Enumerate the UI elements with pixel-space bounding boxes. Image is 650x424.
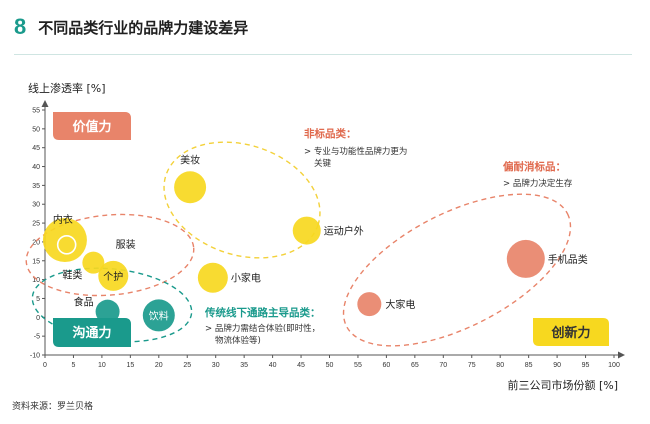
- y-tick-label: 25: [32, 221, 40, 228]
- annotation-offline-note: > 品牌力需结合体验(即时性， 物流体验等): [205, 323, 323, 346]
- x-tick-label: 45: [297, 362, 305, 369]
- point-label: 食品: [74, 296, 94, 309]
- annotation-durable-title: 偏耐消标品：: [503, 160, 566, 173]
- source-note: 资料来源：罗兰贝格: [12, 402, 94, 412]
- x-tick-label: 35: [240, 362, 248, 369]
- annotation-offline-note-line1: > 品牌力需结合体验(即时性，: [205, 323, 320, 334]
- x-tick-label: 95: [582, 362, 590, 369]
- group-ellipse-durable: [342, 193, 572, 347]
- tag-value-power-label: 价值力: [72, 119, 111, 135]
- annotation-offline-note-line2: 物流体验等): [215, 335, 261, 346]
- y-tick-label: -10: [30, 353, 40, 360]
- x-tick-label: 5: [71, 362, 75, 369]
- point-label: 服装: [116, 238, 136, 251]
- annotation-nonstandard-note-line1: > 专业与功能性品牌力更为: [304, 146, 407, 157]
- section-number: 8: [14, 14, 27, 39]
- y-tick-label: 50: [32, 126, 40, 133]
- y-axis-arrow: [41, 100, 49, 107]
- x-tick-label: 25: [183, 362, 191, 369]
- x-tick-label: 20: [155, 362, 163, 369]
- section-title: 不同品类行业的品牌力建设差异: [38, 18, 249, 37]
- y-tick-label: 15: [32, 258, 40, 265]
- x-tick-label: 30: [212, 362, 220, 369]
- point-label: 饮料: [149, 309, 169, 322]
- tag-value-power: 价值力: [53, 112, 131, 140]
- x-tick-label: 15: [126, 362, 134, 369]
- point-marker: [42, 218, 87, 263]
- point-marker: [174, 171, 207, 204]
- point-label: 手机品类: [548, 253, 588, 266]
- annotation-offline-title: 传统线下通路主导品类：: [204, 306, 321, 319]
- point-label: 美妆: [180, 153, 200, 166]
- x-tick-label: 75: [468, 362, 476, 369]
- x-tick-label: 65: [411, 362, 419, 369]
- y-tick-label: 10: [32, 277, 40, 284]
- x-tick-label: 10: [98, 362, 106, 369]
- y-axis-label: 线上渗透率 [%]: [28, 81, 106, 95]
- x-tick-label: 55: [354, 362, 362, 369]
- y-tick-label: 55: [32, 108, 40, 115]
- y-tick-label: 45: [32, 145, 40, 152]
- point-label: 小家电: [231, 272, 261, 285]
- header-divider: [14, 54, 632, 55]
- x-tick-label: 60: [383, 362, 391, 369]
- point-marker: [197, 262, 228, 293]
- x-axis-arrow: [618, 351, 625, 359]
- x-tick-label: 100: [608, 362, 620, 369]
- point-marker: [82, 251, 105, 274]
- x-tick-label: 50: [326, 362, 334, 369]
- point-label: 运动户外: [324, 225, 364, 238]
- group-ellipse-value: [25, 213, 195, 297]
- point-marker: [357, 292, 382, 317]
- point-label: 大家电: [385, 298, 415, 311]
- point-label: 个护: [103, 270, 123, 283]
- point-label: 内衣: [53, 213, 73, 226]
- point-marker: [95, 299, 120, 324]
- point-marker: [142, 299, 175, 332]
- tag-innovation-power: 创新力: [533, 318, 609, 346]
- x-tick-label: 90: [553, 362, 561, 369]
- y-tick-label: 35: [32, 183, 40, 190]
- tag-communication-power: 沟通力: [53, 318, 131, 347]
- x-axis-label: 前三公司市场份额 [%]: [507, 378, 618, 392]
- y-tick-label: 20: [32, 239, 40, 246]
- x-tick-label: 40: [269, 362, 277, 369]
- point-marker-ring: [56, 235, 77, 255]
- y-tick-label: 30: [32, 202, 40, 209]
- point-marker: [506, 239, 545, 278]
- y-tick-label: 5: [36, 296, 40, 303]
- annotation-nonstandard-note: > 专业与功能性品牌力更为 关键: [304, 146, 410, 169]
- section-header: 8 不同品类行业的品牌力建设差异: [14, 12, 248, 42]
- annotation-durable-note: > 品牌力决定生存: [503, 178, 573, 189]
- x-tick-label: 80: [496, 362, 504, 369]
- tag-communication-power-label: 沟通力: [72, 325, 111, 341]
- point-marker: [98, 260, 129, 291]
- point-label: 鞋类: [62, 269, 82, 282]
- x-tick-label: 70: [439, 362, 447, 369]
- y-tick-label: -5: [34, 334, 40, 341]
- x-tick-label: 85: [525, 362, 533, 369]
- y-tick-label: 0: [36, 315, 40, 322]
- tag-innovation-power-label: 创新力: [550, 325, 590, 341]
- annotation-nonstandard-title: 非标品类：: [304, 127, 357, 140]
- annotation-nonstandard-note-line2: 关键: [314, 158, 332, 169]
- point-marker: [292, 216, 321, 245]
- y-tick-label: 40: [32, 164, 40, 171]
- x-tick-label: 0: [43, 362, 47, 369]
